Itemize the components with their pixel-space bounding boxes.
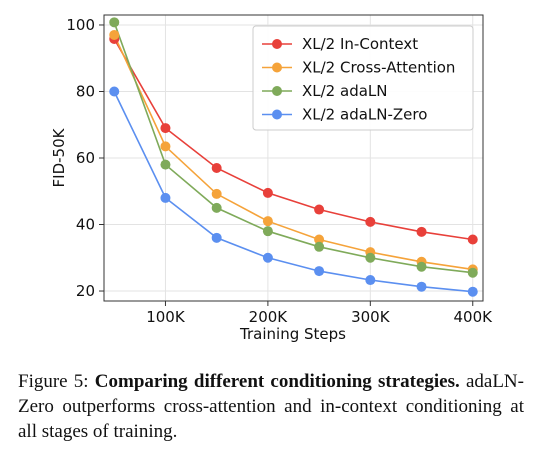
data-point bbox=[365, 275, 376, 286]
y-tick-label: 100 bbox=[66, 16, 95, 34]
series-line bbox=[113, 34, 473, 271]
y-tick-label: 20 bbox=[76, 282, 95, 300]
data-point bbox=[416, 261, 427, 272]
data-point bbox=[211, 188, 222, 199]
x-axis-ticks: 100K 200K 300K 400K bbox=[146, 301, 493, 326]
data-point bbox=[467, 234, 478, 245]
series-line bbox=[113, 91, 473, 293]
data-point bbox=[314, 266, 325, 277]
caption-body: adaLN-Zero outperforms cross-attention a… bbox=[18, 371, 524, 442]
caption-prefix: Figure 5: bbox=[18, 371, 95, 392]
data-point bbox=[211, 232, 222, 243]
y-axis-ticks: 20 40 60 80 100 bbox=[66, 16, 104, 300]
legend-marker bbox=[272, 62, 282, 73]
data-point bbox=[160, 159, 171, 170]
x-axis-label: Training Steps bbox=[239, 325, 346, 343]
fid-line-chart: 20 40 60 80 100 100K 200K 300K 400K Training St… bbox=[50, 14, 493, 343]
caption-title: Comparing different conditioning strateg… bbox=[94, 371, 460, 392]
legend-label: XL/2 adaLN-Zero bbox=[302, 106, 427, 124]
data-point bbox=[262, 252, 273, 263]
data-point bbox=[160, 192, 171, 203]
legend-marker bbox=[272, 39, 282, 49]
data-point bbox=[314, 204, 325, 215]
data-point bbox=[314, 234, 325, 245]
legend-label: XL/2 In-Context bbox=[302, 35, 418, 53]
data-point bbox=[160, 141, 171, 152]
data-point bbox=[109, 29, 120, 40]
series-line bbox=[113, 22, 473, 274]
data-point bbox=[109, 86, 120, 97]
data-point bbox=[416, 226, 427, 237]
data-point bbox=[109, 17, 120, 28]
data-point bbox=[262, 187, 273, 198]
figure-caption: Figure 5: Comparing different conditioni… bbox=[18, 369, 524, 444]
legend: XL/2 In-Context XL/2 Cross-Attention XL/2 … bbox=[252, 25, 474, 131]
data-point bbox=[365, 252, 376, 263]
legend-label: XL/2 Cross-Attention bbox=[302, 59, 455, 77]
series-points bbox=[109, 17, 478, 297]
y-tick-label: 80 bbox=[76, 82, 95, 100]
x-tick-label: 300K bbox=[351, 308, 391, 326]
y-axis-label: FID-50K bbox=[50, 127, 68, 187]
data-point bbox=[160, 123, 171, 134]
x-tick-label: 100K bbox=[146, 308, 186, 326]
x-tick-label: 400K bbox=[454, 308, 494, 326]
series-lines bbox=[113, 22, 473, 293]
data-point bbox=[211, 202, 222, 213]
data-point bbox=[467, 267, 478, 278]
data-point bbox=[365, 216, 376, 227]
data-point bbox=[416, 281, 427, 292]
legend-box bbox=[252, 25, 474, 131]
legend-marker bbox=[272, 86, 282, 96]
data-point bbox=[467, 286, 478, 297]
y-tick-label: 40 bbox=[76, 216, 95, 234]
y-tick-label: 60 bbox=[76, 149, 95, 167]
legend-label: XL/2 adaLN bbox=[302, 82, 387, 100]
data-point bbox=[211, 162, 222, 173]
x-tick-label: 200K bbox=[249, 308, 289, 326]
data-point bbox=[262, 216, 273, 227]
data-point bbox=[262, 226, 273, 237]
series-line bbox=[113, 38, 473, 241]
data-point bbox=[314, 241, 325, 252]
legend-marker bbox=[272, 109, 282, 120]
